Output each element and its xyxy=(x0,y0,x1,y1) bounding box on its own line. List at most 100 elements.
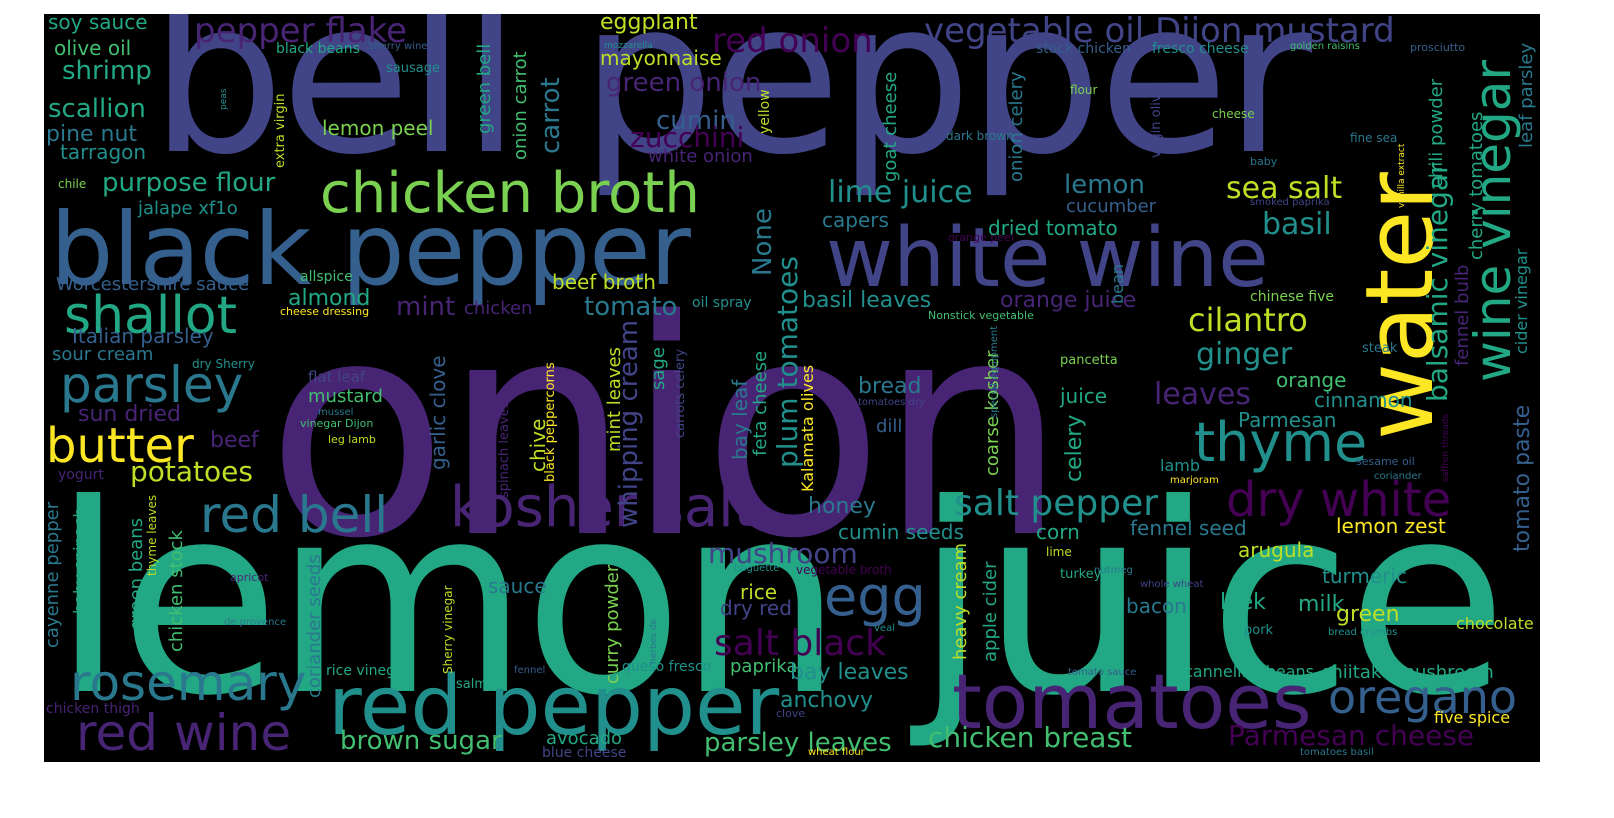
word-carrots-celery: carrots celery xyxy=(673,348,688,438)
word-vegetable-oil-dijon: vegetable oil Dijon mustard xyxy=(924,14,1395,51)
word-salt-pepper: salt pepper xyxy=(954,483,1159,524)
word-leaf-parsley: leaf parsley xyxy=(1516,42,1537,148)
word-fennel-bulb: fennel bulb xyxy=(1452,264,1473,366)
word-chinese-five: chinese five xyxy=(1250,289,1335,305)
word-spinach-leaves: spinach leaves xyxy=(497,401,512,498)
word-stock-chicken: stock chicken xyxy=(1036,41,1131,57)
word-baby-spinach: baby spinach xyxy=(70,507,89,615)
word-thyme: thyme xyxy=(1194,411,1368,474)
word-mushroom: mushroom xyxy=(708,537,858,570)
word-whole-wheat: whole wheat xyxy=(1140,579,1204,590)
word-ginger: ginger xyxy=(1196,337,1293,372)
word-cayenne-pepper: cayenne pepper xyxy=(44,501,63,648)
word-allspice: allspice xyxy=(300,269,353,285)
word-salt-black: salt black xyxy=(714,623,886,664)
word-butter: butter xyxy=(46,418,194,474)
word-coriander-seeds: coriander seeds xyxy=(304,554,325,698)
word-kalamata-olives: Kalamata olives xyxy=(798,364,817,492)
word-five-spice: five spice xyxy=(1434,708,1511,727)
word-parsley-leaves: parsley leaves xyxy=(704,728,892,758)
word-lemon: lemon xyxy=(1064,170,1145,200)
word-avocado: avocado xyxy=(546,728,623,749)
word-black-beans: black beans xyxy=(276,41,360,57)
word-scallion: scallion xyxy=(48,94,146,124)
word-parmesan-cheese: Parmesan cheese xyxy=(1228,719,1475,752)
word-shrimp: shrimp xyxy=(62,56,152,86)
word-cinnamon: cinnamon xyxy=(1314,388,1413,412)
word-mayonnaise: mayonnaise xyxy=(600,46,722,70)
word-goat-cheese: goat cheese xyxy=(880,71,901,182)
word-zucchini: zucchini xyxy=(630,121,745,154)
word-pork: pork xyxy=(1244,623,1274,638)
word-jalape: jalape xf1o xyxy=(138,198,238,219)
word-soy-sauce: soy sauce xyxy=(48,14,148,34)
word-prosciutto: prosciutto xyxy=(1410,41,1466,54)
word-bread-crumbs: bread crumbs xyxy=(1328,627,1398,638)
word-orange: orange xyxy=(1276,368,1347,392)
word-golden-raisins: golden raisins xyxy=(1290,41,1360,52)
word-turkey: turkey xyxy=(1060,567,1102,582)
word-thyme-leaves: thyme leaves xyxy=(145,494,159,576)
word-dark-brown: dark brown xyxy=(946,129,1014,143)
word-lime-juice: lime juice xyxy=(828,175,973,210)
word-bay-leaves: bay leaves xyxy=(790,660,909,685)
word-virgin-olive: virgin olive xyxy=(1149,86,1164,158)
word-vinegar-dijon: vinegar Dijon xyxy=(300,417,374,430)
word-herbes-de: herbes de xyxy=(649,619,659,664)
word-dry-sherry: dry Sherry xyxy=(192,357,255,371)
word-lime: lime xyxy=(1046,545,1072,559)
word-orange-juice: orange juice xyxy=(1000,288,1137,313)
word-tomatoes: tomatoes xyxy=(952,657,1312,746)
word-kosher-salt: kosher salt xyxy=(450,475,756,540)
word-sea-salt: sea salt xyxy=(1226,171,1343,206)
word-worcestershire: Worcestershire sauce xyxy=(56,274,250,295)
word-vegetable-broth: vegetable broth xyxy=(796,563,892,577)
word-brown-sugar: brown sugar xyxy=(340,726,502,756)
word-dry-red: dry red xyxy=(720,596,792,620)
word-honey: honey xyxy=(808,494,876,519)
word-green: green xyxy=(1336,602,1400,627)
word-cheese: cheese xyxy=(1212,107,1255,121)
word-yellow: yellow xyxy=(757,89,773,134)
word-shallot: shallot xyxy=(64,286,238,346)
word-cheese-dressing: cheese dressing xyxy=(280,305,370,318)
word-flat-leaf: flat leaf xyxy=(308,368,366,386)
word-red-onion: red onion xyxy=(712,21,873,61)
word-oregano: oregano xyxy=(1328,670,1518,724)
word-tarragon: tarragon xyxy=(60,140,147,164)
word-lemon-peel: lemon peel xyxy=(322,116,434,140)
word-carrot: carrot xyxy=(536,77,566,154)
word-smoked-paprika: smoked paprika xyxy=(1250,197,1330,208)
word-extra-virgin: extra virgin xyxy=(273,93,288,168)
word-rice-vinegar: rice vinegar xyxy=(326,663,410,679)
word-tomatoes-dry: tomatoes dry xyxy=(858,397,925,408)
word-chicken-broth: chicken broth xyxy=(320,161,700,226)
word-marjoram: marjoram xyxy=(1170,475,1219,486)
word-queso-fresco: queso fresco xyxy=(622,659,712,675)
word-chicken-thigh: chicken thigh xyxy=(46,701,140,717)
word-eggplant: eggplant xyxy=(600,14,698,35)
word-steak: steak xyxy=(1362,341,1398,356)
word-chile: chile xyxy=(58,177,87,191)
word-sherry-vinegar: Sherry vinegar xyxy=(441,585,455,674)
word-corn: corn xyxy=(1036,520,1080,544)
word-black-pepper: black pepper xyxy=(50,191,691,308)
word-nutmeg: nutmeg xyxy=(1094,565,1133,576)
word-green-beans: green beans xyxy=(126,517,147,630)
word-mint: mint xyxy=(396,292,456,322)
word-pine-nut: pine nut xyxy=(46,122,138,147)
word-garlic-clove: garlic clove xyxy=(426,355,450,470)
word-coriander: coriander xyxy=(1374,471,1422,482)
word-sausage: sausage xyxy=(386,61,440,76)
word-tomatoes-basil: tomatoes basil xyxy=(1300,747,1374,758)
word-basil: basil xyxy=(1262,207,1332,242)
word-saffron-threads: saffron threads xyxy=(1441,413,1451,482)
word-chicken-breast: chicken breast xyxy=(928,721,1133,754)
word-onion-carrot: onion carrot xyxy=(510,51,531,160)
word-heavy-cream: heavy cream xyxy=(950,542,971,660)
word-green-bell: green bell xyxy=(474,43,495,134)
word-cloud: onion bell pepper lemon juice black pepp… xyxy=(44,14,1540,762)
word-mozzarella: mozzarella xyxy=(604,41,653,51)
word-vanilla-extract: vanilla extract xyxy=(1397,143,1407,208)
word-rice: rice xyxy=(740,580,778,604)
